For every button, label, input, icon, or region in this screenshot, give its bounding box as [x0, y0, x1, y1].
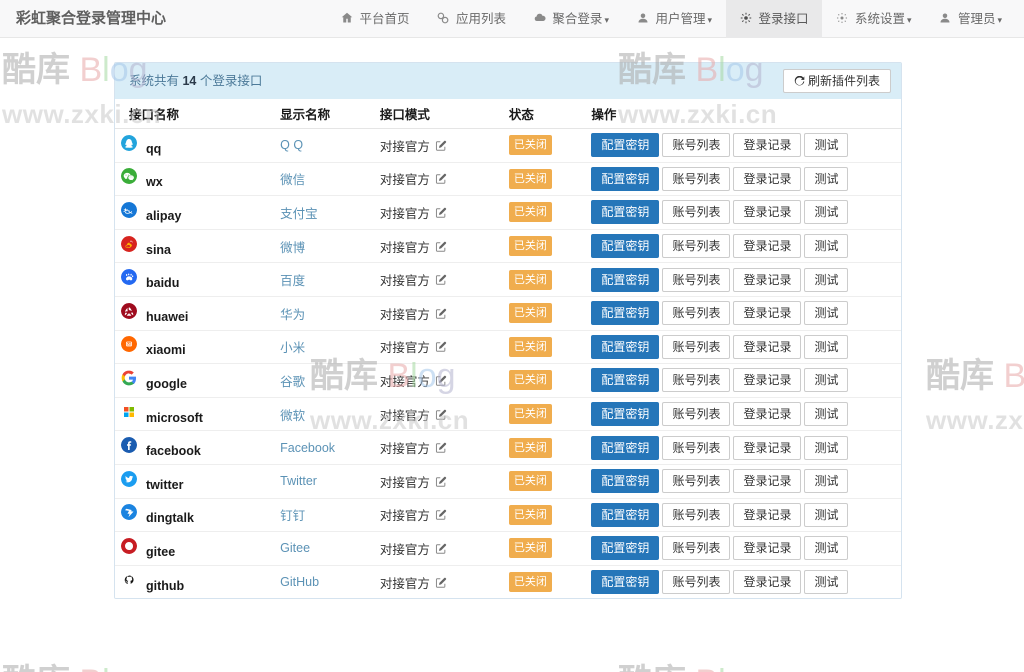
- svg-text:MI: MI: [127, 343, 131, 347]
